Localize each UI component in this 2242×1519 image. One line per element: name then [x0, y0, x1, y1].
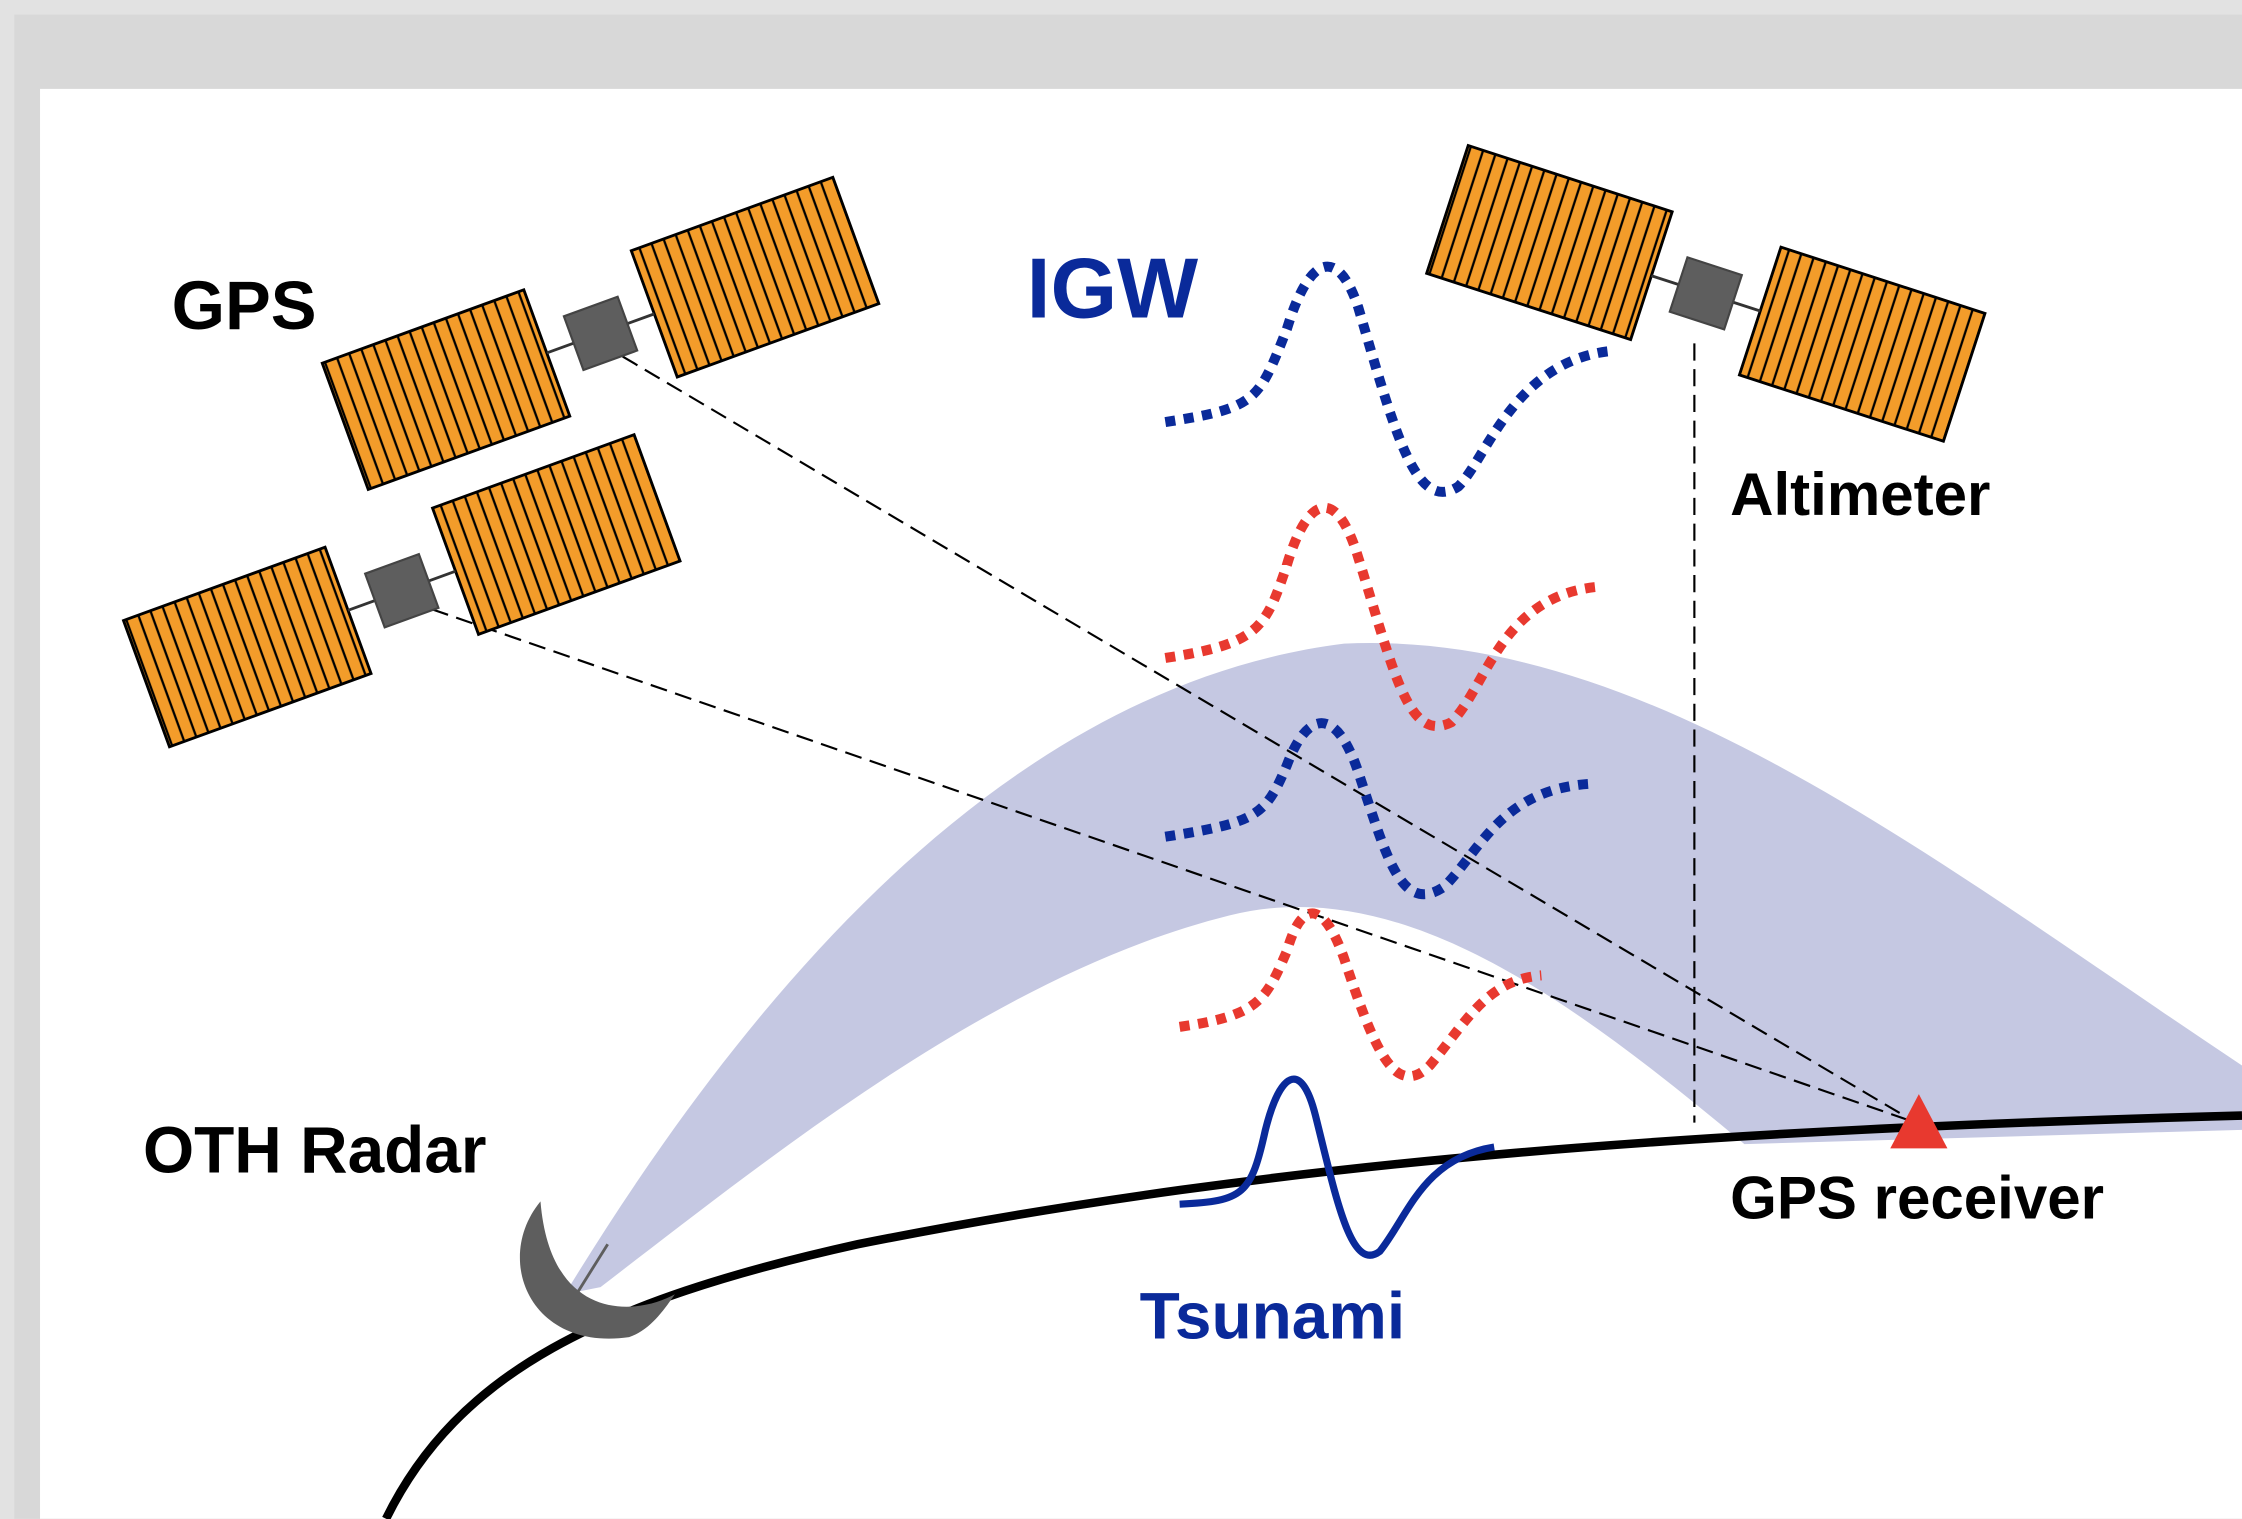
tsunami-label: Tsunami — [1140, 1279, 1406, 1353]
igw-label: IGW — [1027, 241, 1199, 337]
diagram: GPS IGW Altimeter OTH Radar Tsunami GPS … — [0, 0, 2242, 1519]
altimeter-label: Altimeter — [1730, 461, 1990, 528]
gps-receiver-label: GPS receiver — [1730, 1164, 2104, 1231]
page: GPS IGW Altimeter OTH Radar Tsunami GPS … — [0, 0, 2242, 1519]
gps-label: GPS — [172, 267, 317, 344]
oth-radar-label: OTH Radar — [143, 1113, 487, 1187]
